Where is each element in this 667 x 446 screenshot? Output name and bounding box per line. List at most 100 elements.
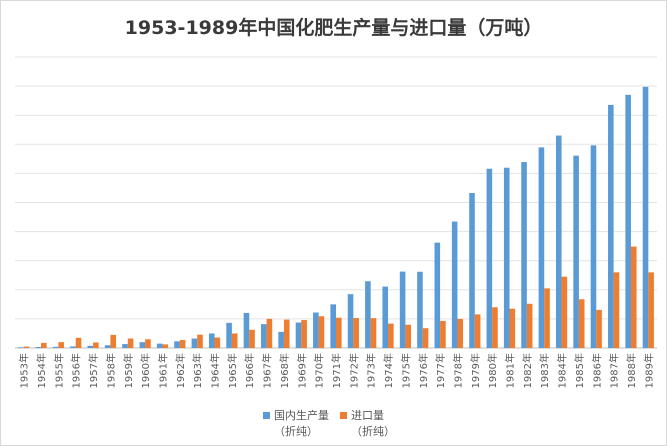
bar-imports bbox=[162, 344, 169, 348]
bar-domestic-production bbox=[365, 281, 371, 348]
legend-sublabel: （折纯） bbox=[351, 424, 395, 438]
bar-imports bbox=[93, 342, 99, 348]
bar-imports bbox=[197, 334, 203, 348]
bar-domestic-production bbox=[70, 346, 76, 348]
bar-imports bbox=[41, 342, 47, 348]
chart-title: 1953-1989年中国化肥生产量与进口量（万吨） bbox=[124, 17, 543, 39]
legend-swatch bbox=[340, 412, 347, 419]
bar-imports bbox=[474, 314, 481, 348]
bar-imports bbox=[249, 329, 255, 348]
bar-imports bbox=[23, 346, 30, 348]
bar-imports bbox=[596, 309, 602, 348]
x-tick-label: 1974年 bbox=[382, 353, 395, 388]
x-tick-label: 1953年 bbox=[18, 353, 31, 388]
x-tick-label: 1973年 bbox=[365, 353, 378, 388]
bar-domestic-production bbox=[156, 343, 163, 348]
bar-imports bbox=[526, 303, 533, 348]
bar-domestic-production bbox=[590, 145, 597, 348]
legend-sublabel: （折纯） bbox=[274, 424, 318, 438]
x-tick-label: 1988年 bbox=[625, 353, 638, 388]
bar-domestic-production bbox=[521, 162, 527, 348]
x-tick-label: 1975年 bbox=[399, 353, 412, 388]
bar-domestic-production bbox=[313, 312, 319, 348]
x-tick-label: 1983年 bbox=[538, 353, 551, 388]
bar-domestic-production bbox=[469, 193, 475, 348]
bar-domestic-production bbox=[451, 221, 458, 348]
legend-label: 国内生产量 bbox=[274, 408, 329, 422]
x-tick-label: 1986年 bbox=[590, 353, 603, 388]
bar-domestic-production bbox=[139, 342, 146, 348]
x-tick-label: 1982年 bbox=[521, 353, 534, 388]
bar-domestic-production bbox=[347, 294, 354, 348]
bar-imports bbox=[405, 324, 412, 348]
bar-domestic-production bbox=[399, 271, 406, 348]
bar-domestic-production bbox=[417, 271, 423, 348]
bar-domestic-production bbox=[191, 338, 198, 348]
bar-imports bbox=[544, 288, 550, 348]
bar-imports bbox=[630, 246, 637, 348]
bar-imports bbox=[231, 333, 238, 348]
x-tick-label: 1981年 bbox=[504, 353, 517, 388]
bar-imports bbox=[492, 307, 498, 348]
x-tick-label: 1984年 bbox=[556, 353, 569, 388]
x-tick-label: 1968年 bbox=[278, 353, 291, 388]
x-tick-label: 1980年 bbox=[486, 353, 499, 388]
x-tick-label: 1964年 bbox=[209, 353, 222, 388]
x-tick-label: 1987年 bbox=[608, 353, 621, 388]
x-tick-label: 1970年 bbox=[313, 353, 326, 388]
bar-imports bbox=[561, 276, 568, 348]
bar-domestic-production bbox=[555, 135, 562, 348]
bar-domestic-production bbox=[503, 167, 510, 348]
bar-imports bbox=[578, 299, 585, 348]
bar-domestic-production bbox=[18, 347, 24, 348]
bar-imports bbox=[214, 337, 221, 348]
x-tick-label: 1977年 bbox=[434, 353, 447, 388]
x-tick-label: 1969年 bbox=[295, 353, 308, 388]
bar-imports bbox=[353, 318, 359, 348]
bar-domestic-production bbox=[260, 324, 267, 348]
legend-label: 进口量 bbox=[351, 409, 384, 422]
bar-domestic-production bbox=[104, 345, 111, 348]
x-axis-ticks: 1953年 1954年 1955年 1956年 1957年 1958年 1959年 1960年… bbox=[18, 353, 656, 388]
bar-imports bbox=[648, 272, 654, 348]
bar-imports bbox=[58, 342, 64, 348]
bar-domestic-production bbox=[573, 155, 579, 348]
bar-domestic-production bbox=[382, 286, 389, 348]
bar-imports bbox=[145, 339, 151, 348]
x-tick-label: 1966年 bbox=[243, 353, 256, 388]
bar-domestic-production bbox=[226, 322, 232, 348]
x-tick-label: 1965年 bbox=[226, 353, 239, 388]
bar-imports bbox=[179, 340, 186, 348]
x-tick-label: 1955年 bbox=[52, 353, 65, 388]
bar-imports bbox=[388, 323, 394, 348]
x-tick-label: 1954年 bbox=[35, 353, 48, 388]
bar-imports bbox=[266, 318, 273, 348]
bar-imports bbox=[127, 338, 134, 348]
bar-domestic-production bbox=[538, 147, 545, 348]
x-tick-label: 1962年 bbox=[174, 353, 187, 388]
bar-imports bbox=[110, 334, 117, 348]
legend-swatch bbox=[263, 412, 270, 419]
bar-imports bbox=[440, 320, 446, 348]
bar-domestic-production bbox=[434, 242, 441, 348]
bar-imports bbox=[613, 272, 620, 348]
bar-domestic-production bbox=[174, 341, 180, 348]
bar-domestic-production bbox=[278, 331, 284, 348]
x-tick-label: 1958年 bbox=[104, 353, 117, 388]
bar-domestic-production bbox=[486, 168, 493, 348]
bar-imports bbox=[336, 317, 342, 348]
bar-domestic-production bbox=[87, 345, 94, 348]
x-tick-label: 1960年 bbox=[139, 353, 152, 388]
bar-imports bbox=[301, 320, 307, 348]
x-tick-label: 1978年 bbox=[451, 353, 464, 388]
bar-domestic-production bbox=[608, 104, 614, 349]
bar-imports bbox=[283, 319, 290, 348]
x-tick-label: 1976年 bbox=[417, 353, 430, 388]
x-tick-label: 1989年 bbox=[642, 353, 655, 388]
x-tick-label: 1972年 bbox=[347, 353, 360, 388]
x-tick-label: 1956年 bbox=[70, 353, 83, 388]
bar-domestic-production bbox=[208, 333, 215, 348]
bar-domestic-production bbox=[330, 304, 336, 348]
